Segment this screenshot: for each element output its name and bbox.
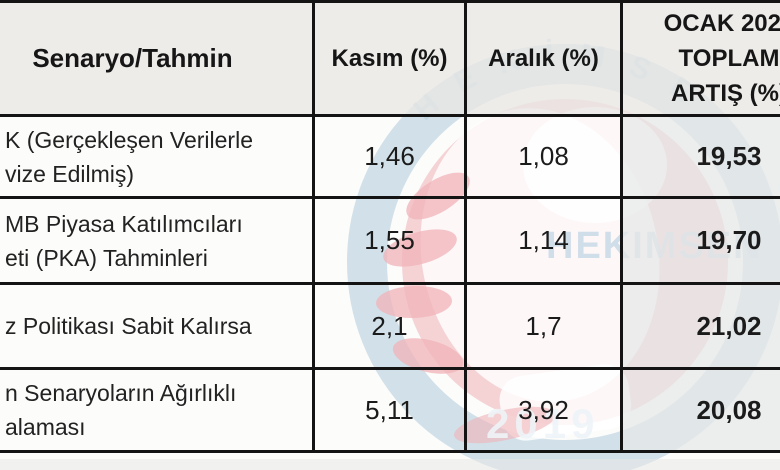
december-value: 3,92	[464, 367, 623, 453]
header-scenario: Senaryo/Tahmin	[0, 0, 315, 117]
row-label-line1: K (Gerçekleşen Verilerle	[5, 126, 253, 153]
november-value: 1,46	[312, 114, 467, 199]
row-label: n Senaryoların Ağırlıklı alaması	[0, 367, 315, 453]
table-row: z Politikası Sabit Kalırsa 2,1 1,7 21,02	[0, 282, 780, 370]
row-label: K (Gerçekleşen Verilerle vize Edilmiş)	[0, 114, 315, 199]
inflation-scenario-table: Senaryo/Tahmin Kasım (%) Aralık (%) OCAK…	[0, 0, 780, 453]
total-increase-value: 19,70	[620, 196, 780, 285]
row-label: MB Piyasa Katılımcıları eti (PKA) Tahmin…	[0, 196, 315, 285]
row-label: z Politikası Sabit Kalırsa	[0, 282, 315, 370]
total-increase-value: 19,53	[620, 114, 780, 199]
header-december: Aralık (%)	[464, 0, 623, 117]
header-january-total-line1: OCAK 2024	[663, 10, 780, 37]
total-increase-value: 21,02	[620, 282, 780, 370]
december-value: 1,7	[464, 282, 623, 370]
row-label-line1: MB Piyasa Katılımcıları	[5, 210, 243, 237]
row-label-line2: eti (PKA) Tahminleri	[5, 244, 208, 271]
december-value: 1,08	[464, 114, 623, 199]
total-increase-value: 20,08	[620, 367, 780, 453]
november-value: 2,1	[312, 282, 467, 370]
november-value: 1,55	[312, 196, 467, 285]
header-november: Kasım (%)	[312, 0, 467, 117]
november-value: 5,11	[312, 367, 467, 453]
row-label-line1: z Politikası Sabit Kalırsa	[5, 313, 252, 339]
header-january-total: OCAK 2024 TOPLAM ARTIŞ (%)	[620, 0, 780, 117]
table-row: K (Gerçekleşen Verilerle vize Edilmiş) 1…	[0, 114, 780, 199]
row-label-line2: vize Edilmiş)	[5, 160, 135, 187]
table-row: MB Piyasa Katılımcıları eti (PKA) Tahmin…	[0, 196, 780, 285]
page-margin-strip	[0, 459, 780, 470]
table-header-row: Senaryo/Tahmin Kasım (%) Aralık (%) OCAK…	[0, 0, 780, 117]
december-value: 1,14	[464, 196, 623, 285]
table-row: n Senaryoların Ağırlıklı alaması 5,11 3,…	[0, 367, 780, 453]
row-label-line1: n Senaryoların Ağırlıklı	[5, 380, 237, 406]
header-january-total-line3: ARTIŞ (%)	[671, 80, 780, 107]
header-january-total-line2: TOPLAM	[678, 45, 780, 72]
row-label-line2: alaması	[5, 414, 86, 440]
